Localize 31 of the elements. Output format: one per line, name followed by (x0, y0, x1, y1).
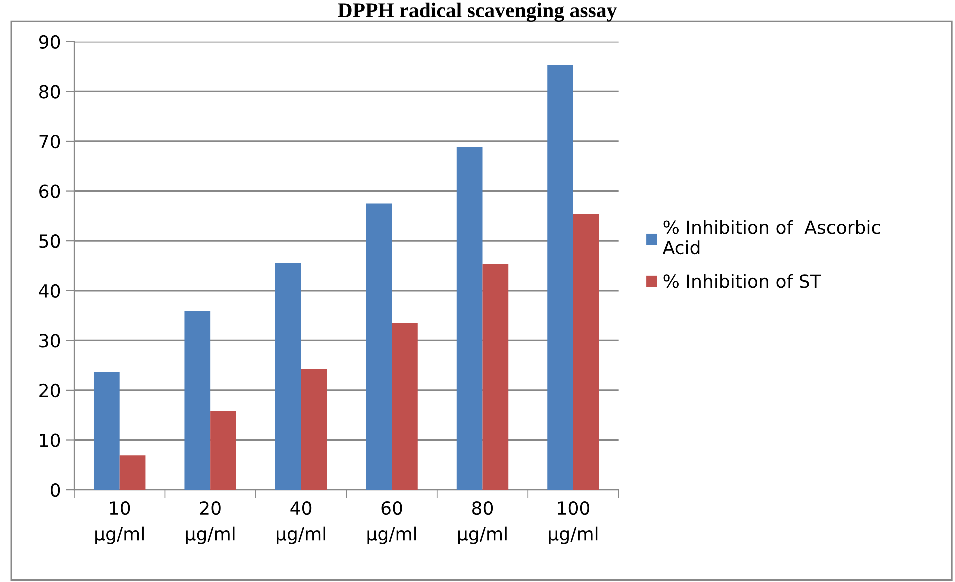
bar (94, 372, 120, 490)
bar (456, 146, 483, 490)
x-tick-label: 20 µg/ml (186, 501, 235, 544)
y-tick-label: 10 (40, 434, 60, 448)
y-tick-label: 80 (40, 85, 60, 99)
x-tick-label: 80 µg/ml (458, 501, 507, 544)
bar (366, 204, 392, 490)
x-tick-label: 10 µg/ml (96, 501, 144, 544)
bar (301, 369, 328, 490)
chart-title: DPPH radical scavenging assay (338, 2, 618, 22)
y-tick-label: 30 (40, 334, 60, 348)
y-tick-label: 70 (40, 134, 60, 149)
y-tick-label: 90 (39, 35, 60, 50)
y-tick-label: 50 (40, 234, 60, 248)
bar (210, 411, 236, 490)
legend-label: % Inhibition of ST (664, 274, 822, 288)
y-tick-label: 40 (39, 284, 60, 298)
y-tick-label: 20 (40, 384, 60, 398)
bar (573, 214, 600, 490)
x-tick-label: 40 µg/ml (277, 501, 326, 544)
legend-label: % Inhibition of Ascorbic Acid (662, 220, 880, 255)
y-tick-label: 0 (51, 484, 60, 498)
y-tick-label: 60 (40, 184, 60, 198)
bar (184, 311, 211, 490)
bar (392, 323, 418, 490)
x-tick-label: 60 µg/ml (368, 501, 416, 544)
bar (120, 456, 146, 490)
bar (275, 262, 302, 490)
bar (482, 264, 509, 490)
bar (548, 65, 574, 490)
x-tick-label: 100 µg/ml (549, 501, 598, 544)
